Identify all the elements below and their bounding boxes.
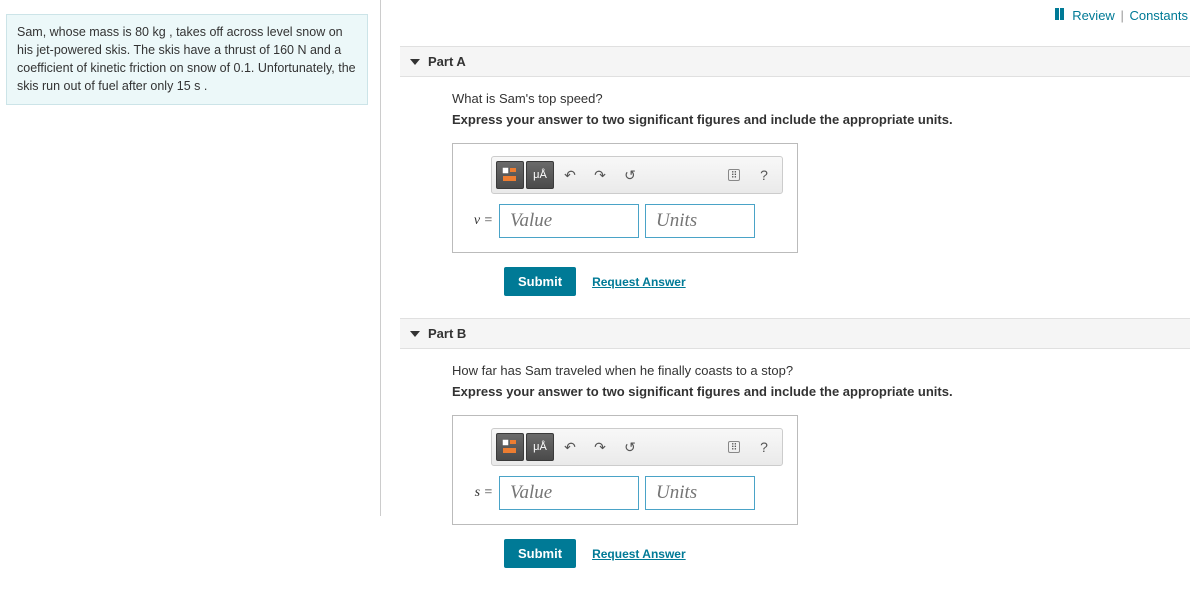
part-a-input-row: v = xyxy=(467,204,783,238)
templates-icon xyxy=(502,439,518,455)
part-a-submit-button[interactable]: Submit xyxy=(504,267,576,296)
part-a-variable: v = xyxy=(467,213,493,229)
part-b-units-input[interactable] xyxy=(645,476,755,510)
keyboard-icon: ⠿ xyxy=(728,169,741,181)
keyboard-icon: ⠿ xyxy=(728,441,741,453)
part-a-units-input[interactable] xyxy=(645,204,755,238)
link-separator: | xyxy=(1120,8,1123,23)
part-a-answer-box: μÅ ↶ ↷ ↺ ⠿ ? v = xyxy=(452,143,798,253)
part-a-question: What is Sam's top speed? xyxy=(452,91,1170,106)
part-b-value-input[interactable] xyxy=(499,476,639,510)
undo-button[interactable]: ↶ xyxy=(556,433,584,461)
part-b-instruction: Express your answer to two significant f… xyxy=(452,384,1170,399)
part-a-header[interactable]: Part A xyxy=(400,46,1190,77)
part-b-title: Part B xyxy=(428,326,466,341)
part-a-title: Part A xyxy=(428,54,466,69)
templates-button[interactable] xyxy=(496,433,524,461)
part-a-body: What is Sam's top speed? Express your an… xyxy=(400,77,1190,318)
part-b-answer-box: μÅ ↶ ↷ ↺ ⠿ ? s = xyxy=(452,415,798,525)
help-button[interactable]: ? xyxy=(750,161,778,189)
caret-down-icon xyxy=(410,59,420,65)
flag-icon xyxy=(1055,8,1065,20)
part-b-variable: s = xyxy=(467,485,493,501)
review-link[interactable]: Review xyxy=(1072,8,1115,23)
part-a-value-input[interactable] xyxy=(499,204,639,238)
part-b-header[interactable]: Part B xyxy=(400,318,1190,349)
templates-icon xyxy=(502,167,518,183)
part-b-actions: Submit Request Answer xyxy=(504,539,1170,568)
caret-down-icon xyxy=(410,331,420,337)
part-b-submit-button[interactable]: Submit xyxy=(504,539,576,568)
keyboard-button[interactable]: ⠿ xyxy=(720,161,748,189)
part-a-toolbar: μÅ ↶ ↷ ↺ ⠿ ? xyxy=(491,156,783,194)
reset-button[interactable]: ↺ xyxy=(616,433,644,461)
parts-container: Part A What is Sam's top speed? Express … xyxy=(400,46,1190,590)
part-b-body: How far has Sam traveled when he finally… xyxy=(400,349,1190,590)
redo-button[interactable]: ↷ xyxy=(586,433,614,461)
part-a-actions: Submit Request Answer xyxy=(504,267,1170,296)
part-a-request-answer-link[interactable]: Request Answer xyxy=(592,275,686,289)
part-b-input-row: s = xyxy=(467,476,783,510)
keyboard-button[interactable]: ⠿ xyxy=(720,433,748,461)
special-chars-button[interactable]: μÅ xyxy=(526,161,554,189)
part-b-toolbar: μÅ ↶ ↷ ↺ ⠿ ? xyxy=(491,428,783,466)
constants-link[interactable]: Constants xyxy=(1129,8,1188,23)
templates-button[interactable] xyxy=(496,161,524,189)
part-b-request-answer-link[interactable]: Request Answer xyxy=(592,547,686,561)
undo-button[interactable]: ↶ xyxy=(556,161,584,189)
problem-text: Sam, whose mass is 80 kg , takes off acr… xyxy=(17,25,356,93)
help-button[interactable]: ? xyxy=(750,433,778,461)
part-b-question: How far has Sam traveled when he finally… xyxy=(452,363,1170,378)
problem-statement: Sam, whose mass is 80 kg , takes off acr… xyxy=(6,14,368,105)
vertical-divider xyxy=(380,0,381,516)
part-a-instruction: Express your answer to two significant f… xyxy=(452,112,1170,127)
top-links-bar: Review | Constants xyxy=(1055,8,1188,23)
redo-button[interactable]: ↷ xyxy=(586,161,614,189)
special-chars-button[interactable]: μÅ xyxy=(526,433,554,461)
reset-button[interactable]: ↺ xyxy=(616,161,644,189)
